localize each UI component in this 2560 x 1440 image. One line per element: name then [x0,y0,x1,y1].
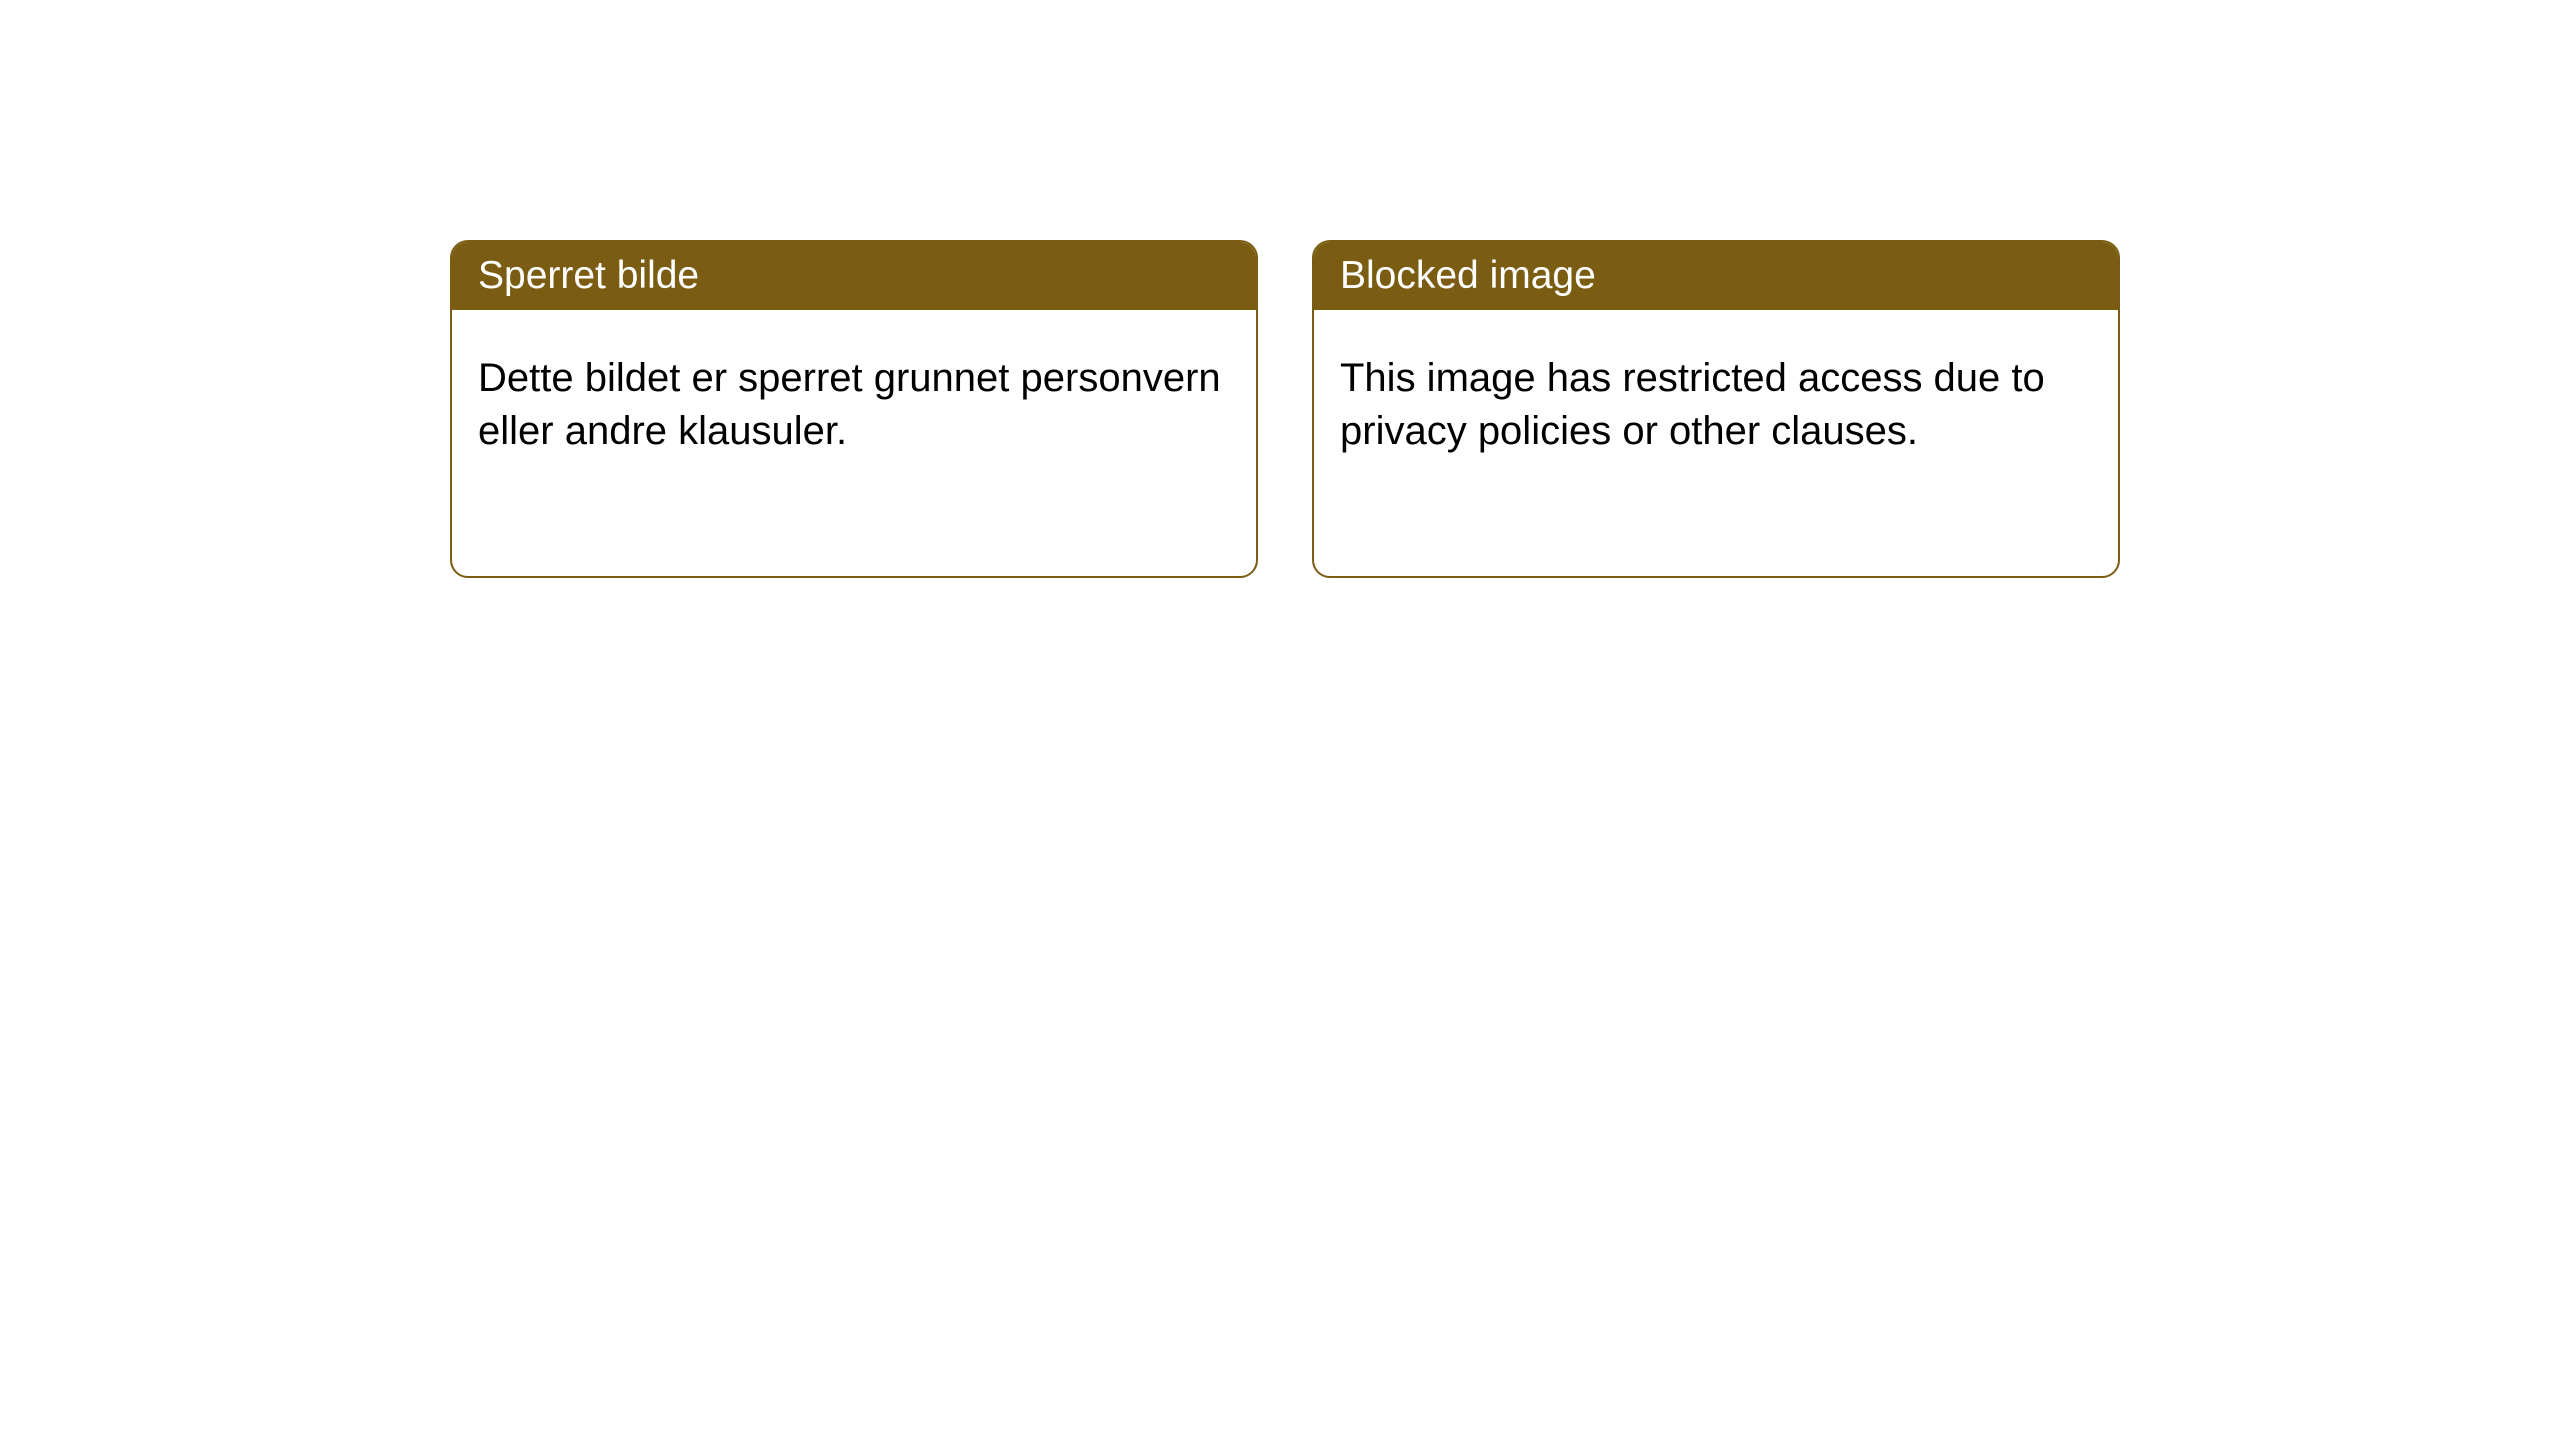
notice-card-english: Blocked image This image has restricted … [1312,240,2120,578]
notice-container: Sperret bilde Dette bildet er sperret gr… [0,0,2560,578]
notice-body: Dette bildet er sperret grunnet personve… [452,310,1256,500]
notice-text: Dette bildet er sperret grunnet personve… [478,356,1221,453]
notice-body: This image has restricted access due to … [1314,310,2118,500]
notice-card-norwegian: Sperret bilde Dette bildet er sperret gr… [450,240,1258,578]
notice-title: Sperret bilde [478,254,699,297]
notice-header: Sperret bilde [452,242,1256,310]
notice-header: Blocked image [1314,242,2118,310]
notice-text: This image has restricted access due to … [1340,356,2045,453]
notice-title: Blocked image [1340,254,1596,297]
